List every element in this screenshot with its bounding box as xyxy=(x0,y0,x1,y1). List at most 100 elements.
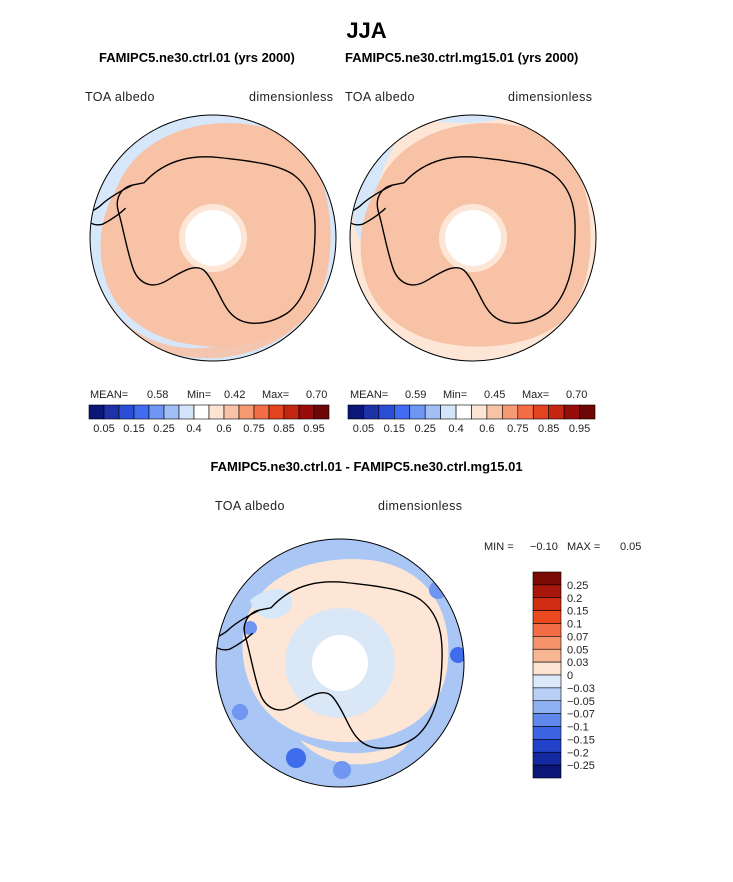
panel-1-units-label: dimensionless xyxy=(249,90,334,104)
panel-1-pole-hole xyxy=(185,210,241,266)
figure-title: JJA xyxy=(346,18,387,43)
panel-1-colorbar-swatch xyxy=(208,404,225,420)
difference-dark-patch-2 xyxy=(333,761,351,779)
difference-colorbar-swatch xyxy=(532,661,562,676)
difference-dark-patch-4 xyxy=(450,647,464,663)
panel-1-colorbar-tick-label: 0.15 xyxy=(123,423,144,435)
difference-colorbar-swatch xyxy=(532,623,562,637)
difference-colorbar-swatch xyxy=(532,648,562,663)
difference-colorbar-tick-label: 0.2 xyxy=(567,593,582,605)
difference-positive-band xyxy=(300,740,410,765)
difference-colorbar-tick-label: −0.15 xyxy=(567,734,595,746)
panel-2-min-value: 0.45 xyxy=(484,389,506,401)
panel-1-map-border xyxy=(89,114,337,362)
panel-2-colorbar-swatch xyxy=(394,404,411,420)
panel-2-map-border xyxy=(349,114,597,362)
panel-1-colorbar-swatch xyxy=(253,404,270,420)
panel-1-min-value: 0.42 xyxy=(224,389,246,401)
panel-2-colorbar-tick-label: 0.05 xyxy=(353,423,374,435)
difference-colorbar-swatch xyxy=(532,571,562,586)
panel-1-colorbar-tick-label: 0.6 xyxy=(216,423,231,435)
panel-1-colorbar-swatch xyxy=(268,404,285,420)
panel-2-colorbar-swatch xyxy=(563,404,580,420)
panel-2-colorbar-swatch xyxy=(517,404,534,420)
difference-colorbar-swatch xyxy=(532,713,562,727)
difference-colorbar-swatch xyxy=(532,700,562,714)
difference-map xyxy=(215,538,465,788)
panel-1-colorbar-tick-label: 0.75 xyxy=(243,423,264,435)
panel-1-colorbar-tick-label: 0.05 xyxy=(93,423,114,435)
panel-2-map xyxy=(349,114,597,362)
panel-2-colorbar-swatch xyxy=(409,404,426,420)
difference-colorbar-swatch xyxy=(532,610,562,624)
difference-colorbar-tick-label: 0.03 xyxy=(567,657,588,669)
panel-1-colorbar-swatch xyxy=(163,404,180,420)
difference-dark-patch-6 xyxy=(243,621,257,635)
difference-pole-hole xyxy=(312,635,368,691)
panel-1-min-label: Min= xyxy=(187,389,212,401)
difference-min-label: MIN = xyxy=(484,541,514,553)
panel-1-colorbar-tick-label: 0.85 xyxy=(273,423,294,435)
panel-1-colorbar-tick-label: 0.95 xyxy=(303,423,324,435)
panel-2-colorbar-swatch xyxy=(347,404,364,420)
panel-2-colorbar-swatch xyxy=(455,404,472,420)
panel-2-mean-label: MEAN= xyxy=(350,389,389,401)
panel-2-colorbar-tick-label: 0.25 xyxy=(414,423,435,435)
difference-colorbar-tick-label: −0.05 xyxy=(567,696,595,708)
difference-max-value: 0.05 xyxy=(620,541,642,553)
panel-1-colorbar-tick-label: 0.4 xyxy=(186,423,201,435)
panel-2-pole-hole xyxy=(445,210,501,266)
panel-1-variable-label: TOA albedo xyxy=(85,90,155,104)
difference-colorbar-tick-label: −0.07 xyxy=(567,709,595,721)
difference-colorbar-tick-label: −0.25 xyxy=(567,760,595,772)
panel-1-colorbar-swatch xyxy=(178,404,195,420)
difference-colorbar-swatch xyxy=(532,687,562,702)
difference-units-label: dimensionless xyxy=(378,499,463,513)
difference-min-value: −0.10 xyxy=(530,541,558,553)
panel-2-mean-value: 0.59 xyxy=(405,389,427,401)
panel-2-colorbar-swatch xyxy=(378,404,395,420)
panel-2-max-label: Max= xyxy=(522,389,550,401)
panel-1-colorbar-tick-label: 0.25 xyxy=(153,423,174,435)
panel-1-max-value: 0.70 xyxy=(306,389,328,401)
difference-blue-patch-peninsula xyxy=(250,589,293,619)
panel-1-colorbar-swatch xyxy=(193,404,210,420)
panel-2-colorbar-swatch xyxy=(502,404,519,420)
difference-colorbar-swatch xyxy=(532,764,562,779)
difference-colorbar-swatch xyxy=(532,726,562,740)
difference-colorbar-tick-label: 0.05 xyxy=(567,644,588,656)
panel-1-colorbar-swatch xyxy=(223,404,240,420)
panel-2-min-label: Min= xyxy=(443,389,468,401)
difference-colorbar-tick-label: 0.15 xyxy=(567,606,588,618)
panel-1-colorbar: 0.05 0.15 0.25 0.4 0.6 0.75 0.85 0.95 xyxy=(88,404,330,435)
panel-2-colorbar-tick-label: 0.75 xyxy=(507,423,528,435)
panel-2-colorbar-swatch xyxy=(548,404,565,420)
difference-colorbar-swatch xyxy=(532,739,562,753)
panel-1-colorbar-swatch xyxy=(148,404,165,420)
panel-1-colorbar-swatch xyxy=(118,404,135,420)
panel-2-colorbar-swatch xyxy=(424,404,441,420)
difference-colorbar: 0.250.20.150.10.070.050.030−0.03−0.05−0.… xyxy=(532,571,595,779)
difference-colorbar-swatch xyxy=(532,597,562,611)
difference-map-border xyxy=(215,538,465,788)
difference-heading: FAMIPC5.ne30.ctrl.01 - FAMIPC5.ne30.ctrl… xyxy=(210,459,523,474)
panel-2-max-value: 0.70 xyxy=(566,389,588,401)
panel-1-colorbar-swatch xyxy=(298,404,315,420)
panel-2-units-label: dimensionless xyxy=(508,90,593,104)
difference-max-label: MAX = xyxy=(567,541,601,553)
panel-1-colorbar-swatch xyxy=(283,404,300,420)
panel-2-colorbar-swatch xyxy=(471,404,488,420)
panel-2-colorbar-tick-label: 0.85 xyxy=(538,423,559,435)
panel-2-colorbar-swatch xyxy=(579,404,596,420)
panel-1-colorbar-swatch xyxy=(103,404,120,420)
panel-2-colorbar-swatch xyxy=(440,404,457,420)
difference-colorbar-tick-label: 0 xyxy=(567,670,573,682)
panel-2-colorbar-tick-label: 0.4 xyxy=(448,423,463,435)
panel-2-colorbar-tick-label: 0.95 xyxy=(569,423,590,435)
panel-1-mean-label: MEAN= xyxy=(90,389,129,401)
panel-2-colorbar-tick-label: 0.6 xyxy=(479,423,494,435)
difference-variable-label: TOA albedo xyxy=(215,499,285,513)
difference-colorbar-swatch xyxy=(532,751,562,766)
panel-2-variable-label: TOA albedo xyxy=(345,90,415,104)
panel-2-heading: FAMIPC5.ne30.ctrl.mg15.01 (yrs 2000) xyxy=(345,50,579,65)
